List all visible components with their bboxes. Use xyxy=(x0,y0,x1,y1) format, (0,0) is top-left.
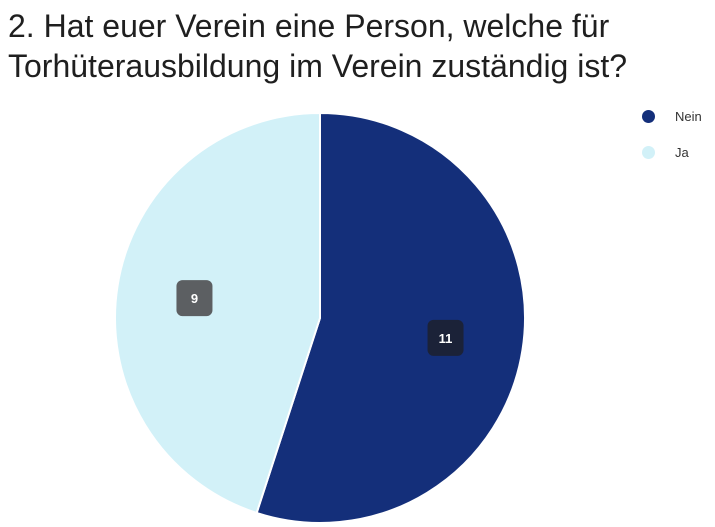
legend-label-ja: Ja xyxy=(675,144,689,160)
legend-swatch-nein xyxy=(642,109,655,123)
pie-slice-ja[interactable] xyxy=(114,111,321,515)
chart-title: 2. Hat euer Verein eine Person, welche f… xyxy=(8,8,628,84)
pie-slice-nein[interactable] xyxy=(255,111,526,524)
legend: Nein Ja xyxy=(642,106,702,178)
svg-text:11: 11 xyxy=(439,331,453,346)
legend-swatch-ja xyxy=(642,145,655,159)
data-label-ja: 9 xyxy=(176,280,213,317)
svg-text:9: 9 xyxy=(191,291,198,306)
legend-label-nein: Nein xyxy=(675,108,702,124)
legend-item-ja[interactable]: Ja xyxy=(642,142,702,162)
legend-item-nein[interactable]: Nein xyxy=(642,106,702,126)
data-label-nein: 11 xyxy=(427,319,464,356)
